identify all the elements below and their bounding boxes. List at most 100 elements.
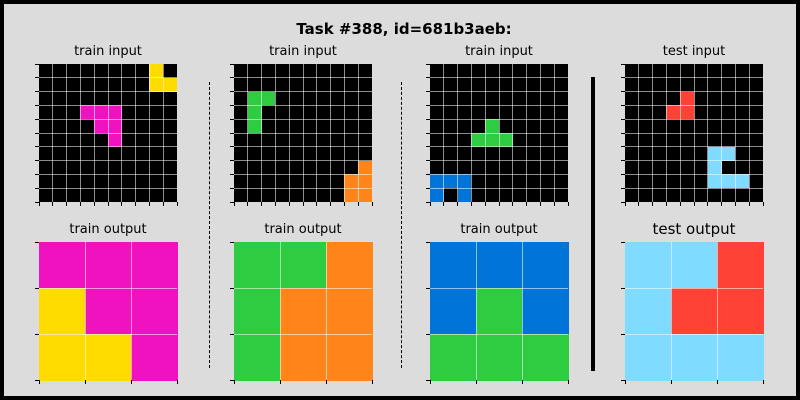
axis-tick [621,104,625,106]
grid-cell [163,105,178,120]
grid-cell [121,174,137,189]
grid-cell [526,174,541,189]
grid-cell [94,188,109,203]
grid-cell [749,160,764,175]
grid-cell [121,77,137,93]
grid-cell [66,105,81,120]
grid-cell [358,77,373,93]
grid-cell [275,133,290,148]
axis-tick [230,379,234,381]
grid-cell [721,188,736,203]
axis-tick [426,146,430,148]
grid-cell [275,188,290,203]
grid-cell [94,64,109,79]
grid-cell [358,91,373,106]
grid-line [39,333,177,335]
grid-cell [316,77,332,93]
axis-tick [652,202,654,206]
axis-tick [426,333,430,335]
grid-cell [330,188,345,203]
grid-cell [707,119,723,134]
grid-train-output [39,242,178,381]
grid-cell [261,105,276,120]
grid-line [430,287,568,289]
axis-tick [621,241,625,243]
grid-cell [652,146,667,162]
grid-cell [135,160,150,175]
grid-cell [540,146,555,162]
grid-line [625,173,763,175]
grid-cell [512,174,528,189]
axis-tick [621,63,625,65]
grid-cell [721,160,736,175]
grid-cell [485,133,500,148]
grid-cell [94,160,109,175]
axis-tick [426,160,430,162]
grid-cell [735,146,750,162]
grid-cell [735,105,750,120]
grid-line [430,187,568,189]
grid-cell [234,288,281,335]
grid-cell [108,105,123,120]
grid-cell [121,188,137,203]
axis-tick [176,202,178,206]
grid-cell [330,119,345,134]
grid-line [625,333,763,335]
grid-cell [554,77,569,93]
grid-cell [694,146,709,162]
grid-cell [330,64,345,79]
grid-cell [443,133,459,148]
grid-cell [485,146,500,162]
grid-cell [275,105,290,120]
grid-cell [471,91,486,106]
grid-cell [275,91,290,106]
grid-train-input [234,64,373,203]
axis-tick [426,77,430,79]
grid-cell [261,91,276,106]
axis-tick [38,380,40,384]
grid-cell [261,64,276,79]
grid-cell [275,64,290,79]
grid-cell [430,188,445,203]
grid-cell [66,146,81,162]
grid-cell [94,119,109,134]
grid-cell [234,334,281,381]
grid-cell [52,160,68,175]
axis-tick [230,91,234,93]
grid-cell [344,146,359,162]
grid-cell [163,188,178,203]
grid-cell [108,77,123,93]
grid-cell [485,119,500,134]
grid-cell [457,77,472,93]
axis-tick [230,63,234,65]
grid-cell [344,133,359,148]
grid-cell [135,105,150,120]
grid-cell [108,174,123,189]
grid-cell [457,91,472,106]
grid-cell [80,133,95,148]
grid-cell [749,105,764,120]
grid-cell [80,64,95,79]
grid-cell [707,105,723,120]
grid-cell [52,119,68,134]
grid-test-input [625,64,764,203]
axis-tick [93,202,95,206]
grid-cell [638,146,654,162]
axis-tick [288,202,290,206]
grid-cell [457,105,472,120]
grid-cell [652,91,667,106]
grid-cell [247,64,263,79]
grid-cell [163,64,178,79]
grid-cell [512,188,528,203]
grid-cell [526,77,541,93]
grid-cell [326,242,373,289]
grid-line [430,160,568,162]
axis-tick [66,202,68,206]
grid-cell [289,146,304,162]
grid-train-output [234,242,373,381]
grid-cell [430,119,445,134]
grid-cell [135,77,150,93]
grid-cell [671,242,718,289]
panel-label: train input [74,44,142,59]
grid-cell [721,91,736,106]
